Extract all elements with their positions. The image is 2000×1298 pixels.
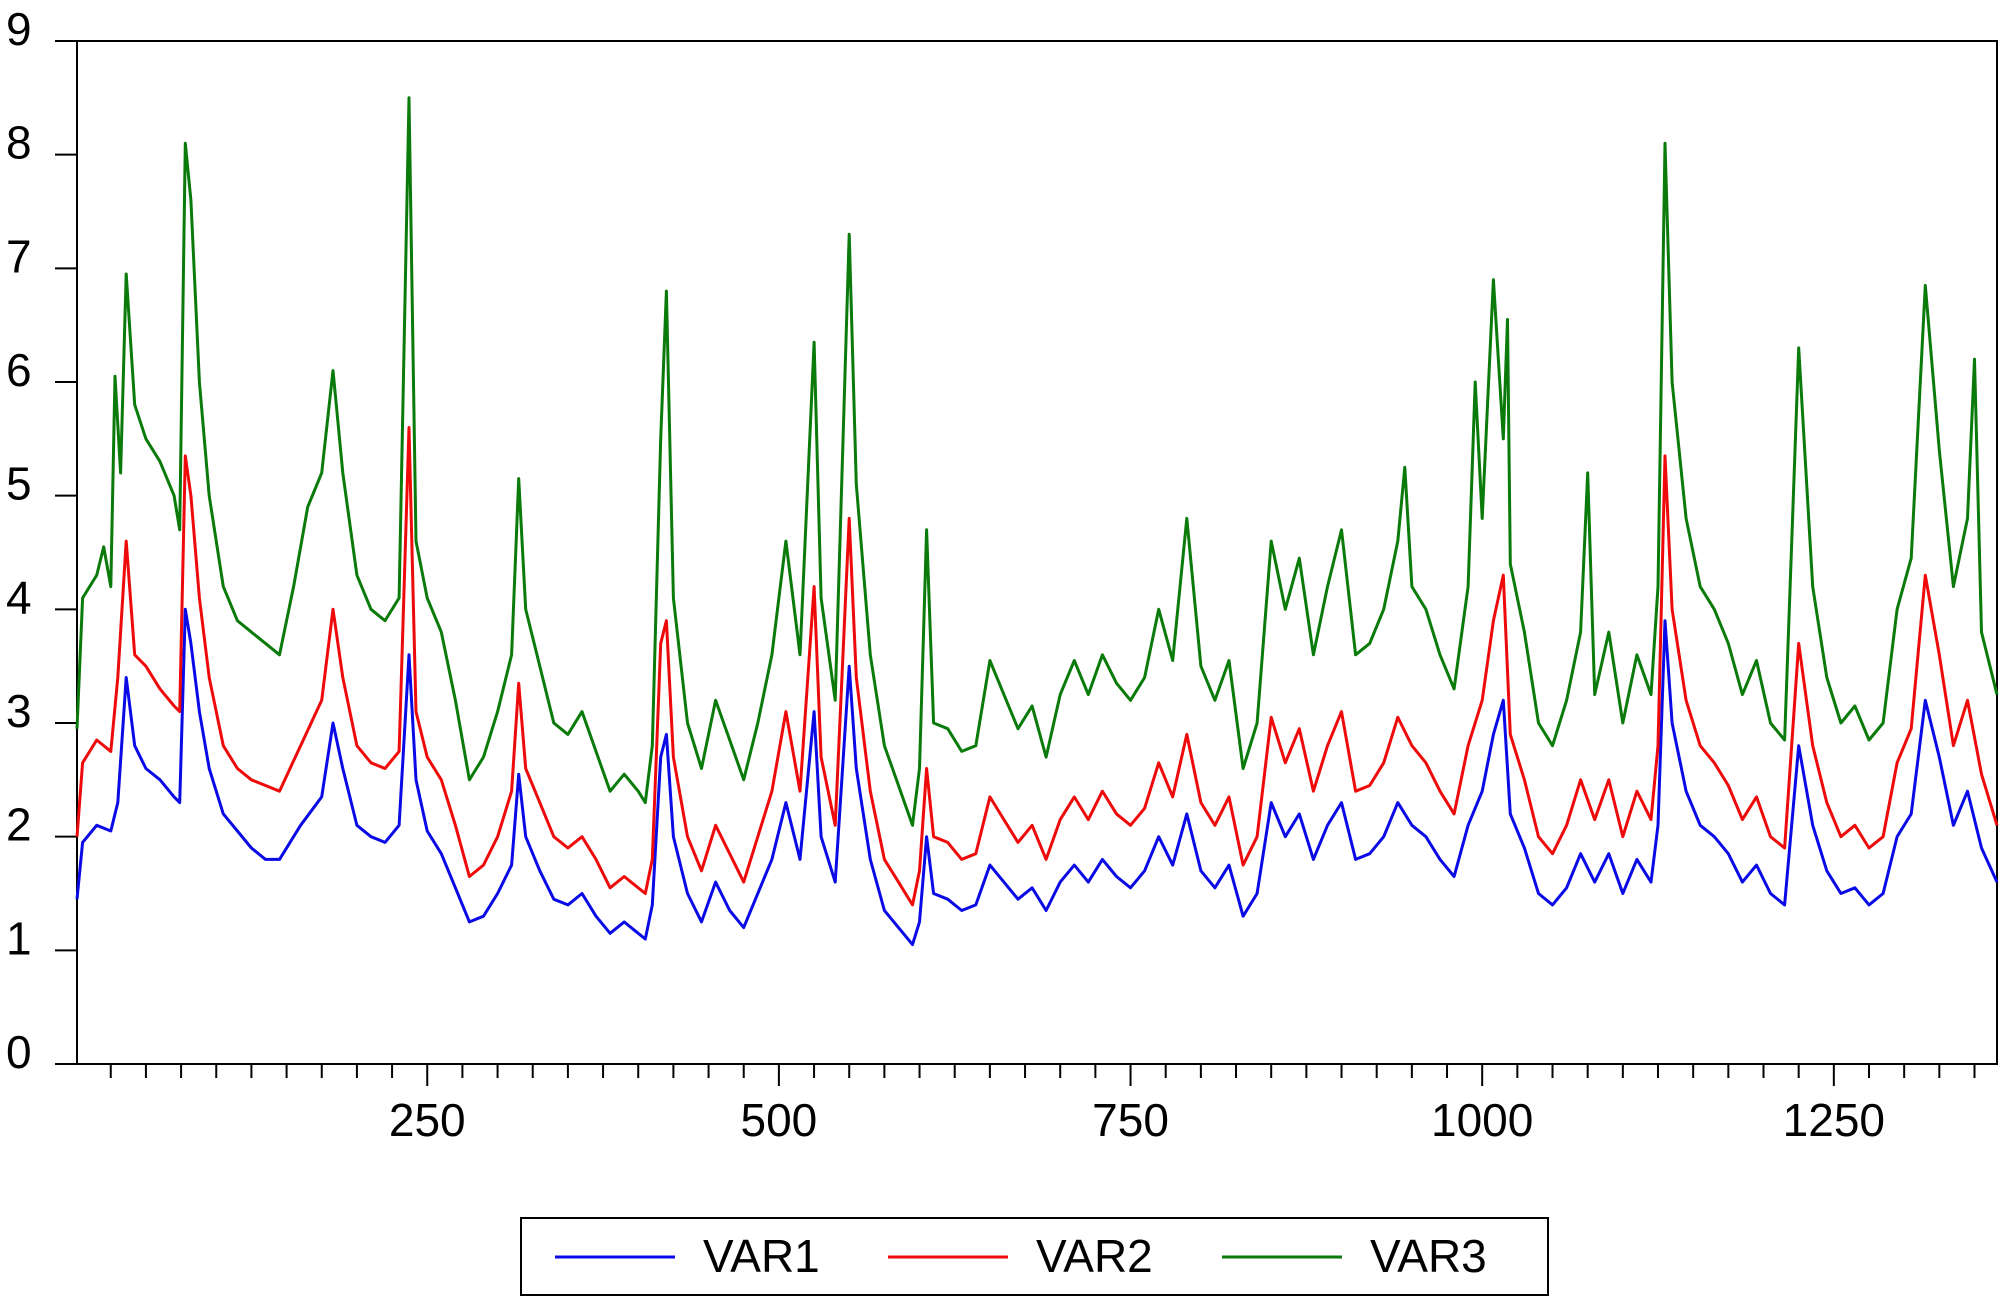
legend-label-var2: VAR2 xyxy=(1036,1230,1153,1282)
y-tick-label: 0 xyxy=(6,1026,32,1078)
x-tick-label: 750 xyxy=(1092,1094,1169,1146)
series-layer xyxy=(75,96,1999,947)
x-tick-label: 1000 xyxy=(1431,1094,1533,1146)
y-tick-label: 6 xyxy=(6,344,32,396)
y-tick-label: 8 xyxy=(6,117,32,169)
y-tick-label: 1 xyxy=(6,912,32,964)
legend: VAR1 VAR2 VAR3 xyxy=(520,1217,1549,1296)
legend-box xyxy=(520,1217,1549,1296)
x-axis: 250 500 750 1000 1250 xyxy=(109,1064,1976,1146)
y-tick-label: 2 xyxy=(6,799,32,851)
series-line-var2 xyxy=(75,426,1999,907)
legend-label-var1: VAR1 xyxy=(703,1230,820,1282)
y-tick-label: 4 xyxy=(6,571,32,623)
series-line-var1 xyxy=(75,607,1999,947)
x-tick-label: 250 xyxy=(389,1094,466,1146)
y-tick-label: 3 xyxy=(6,685,32,737)
y-tick-label: 5 xyxy=(6,458,32,510)
series-line-var3 xyxy=(75,96,1999,827)
y-tick-label: 9 xyxy=(6,3,32,55)
x-tick-label: 500 xyxy=(741,1094,818,1146)
plot-frame xyxy=(76,40,1998,1065)
y-tick-label: 7 xyxy=(6,230,32,282)
legend-label-var3: VAR3 xyxy=(1370,1230,1487,1282)
x-tick-label: 1250 xyxy=(1783,1094,1885,1146)
y-axis: 0 1 2 3 4 5 6 7 8 9 xyxy=(6,3,77,1078)
